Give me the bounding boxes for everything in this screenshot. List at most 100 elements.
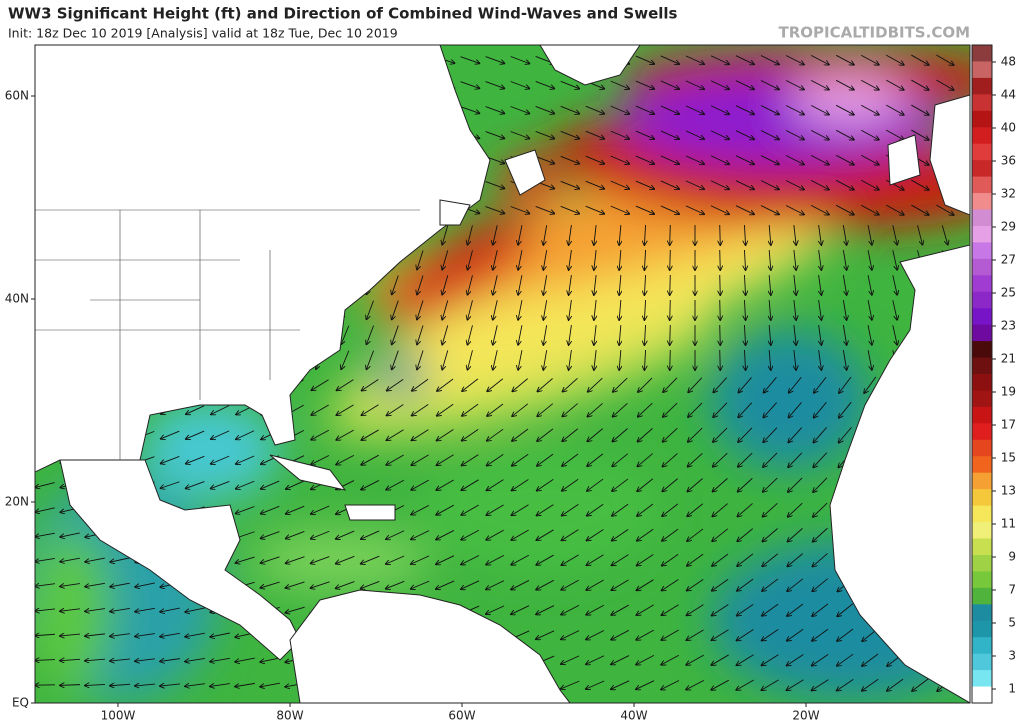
arrow xyxy=(644,324,645,345)
arrow xyxy=(468,250,473,269)
arrow xyxy=(468,325,473,344)
arrow xyxy=(561,655,580,664)
arrow xyxy=(810,80,829,89)
arrow xyxy=(686,629,704,640)
arrow xyxy=(813,477,828,492)
arrow xyxy=(361,530,380,539)
arrow xyxy=(688,427,703,442)
arrow xyxy=(785,80,804,89)
arrow xyxy=(543,225,548,245)
arrow xyxy=(662,579,679,591)
arrow xyxy=(794,250,796,270)
arrow xyxy=(892,250,897,270)
colorbar-label: 25 xyxy=(1001,286,1016,300)
arrow xyxy=(512,479,529,491)
arrow xyxy=(760,130,779,140)
arrow xyxy=(511,605,530,615)
arrow xyxy=(161,481,180,489)
arrow xyxy=(785,205,804,214)
arrow xyxy=(762,578,779,591)
arrow xyxy=(711,654,729,665)
arrow xyxy=(468,225,473,244)
arrow xyxy=(760,155,779,165)
arrow xyxy=(619,224,621,245)
arrow xyxy=(35,557,55,561)
arrow xyxy=(585,130,605,139)
arrow xyxy=(386,530,405,539)
arrow xyxy=(860,104,879,115)
arrow xyxy=(185,632,205,637)
arrow xyxy=(493,250,498,270)
arrow xyxy=(860,204,879,215)
arrow xyxy=(813,452,828,468)
arrow xyxy=(787,654,804,665)
arrow xyxy=(813,427,827,442)
arrow xyxy=(462,403,479,416)
arrow xyxy=(810,205,829,214)
arrow xyxy=(512,428,529,441)
brand: TROPICALTIDBITS.COM xyxy=(779,24,971,42)
arrow xyxy=(485,206,505,214)
arrow xyxy=(842,325,846,345)
arrow xyxy=(738,402,753,418)
arrow xyxy=(510,56,530,63)
arrow xyxy=(737,528,754,542)
arrow xyxy=(35,482,55,488)
arrow xyxy=(941,225,947,244)
arrow xyxy=(311,455,330,464)
borders xyxy=(35,209,420,460)
arrow xyxy=(763,477,778,492)
arrow xyxy=(60,532,80,537)
arrow xyxy=(810,130,829,139)
arrow xyxy=(487,479,504,491)
arrow xyxy=(486,504,504,515)
arrow xyxy=(311,404,329,415)
arrow xyxy=(336,454,355,464)
arrow xyxy=(713,377,728,393)
arrow xyxy=(511,580,530,589)
colorbar-segment xyxy=(972,604,992,622)
arrow xyxy=(660,105,679,114)
colorbar-segment xyxy=(972,406,992,424)
arrow xyxy=(837,653,854,666)
arrow xyxy=(311,581,330,588)
arrow xyxy=(85,659,106,661)
arrow xyxy=(562,529,579,541)
arrow xyxy=(638,428,653,441)
arrow xyxy=(361,429,379,440)
arrow xyxy=(462,378,479,391)
colorbar-segment xyxy=(972,357,992,375)
arrow xyxy=(842,300,846,320)
arrow xyxy=(366,350,374,370)
arrow xyxy=(892,225,897,245)
cuba xyxy=(269,454,347,491)
arrow xyxy=(485,181,505,189)
arrow xyxy=(611,655,630,665)
arrow xyxy=(569,325,572,345)
arrow xyxy=(687,528,704,541)
arrow xyxy=(135,582,155,587)
arrow xyxy=(810,55,829,64)
arrow xyxy=(561,680,580,689)
arrow xyxy=(336,581,355,589)
arrow xyxy=(561,604,580,614)
arrow xyxy=(411,530,430,540)
arrow xyxy=(794,225,796,245)
colorbar-label: 32 xyxy=(1001,187,1016,201)
arrow xyxy=(485,131,505,139)
nova-scotia xyxy=(439,199,471,226)
arrow xyxy=(911,204,928,215)
arrow xyxy=(569,275,572,295)
arrow xyxy=(738,452,753,467)
arrow xyxy=(685,80,704,89)
arrow xyxy=(461,504,479,515)
arrow xyxy=(311,530,330,538)
arrow xyxy=(713,452,728,467)
arrow xyxy=(586,554,604,565)
arrow xyxy=(713,402,728,417)
arrow xyxy=(788,528,803,541)
arrow xyxy=(587,403,603,416)
arrow xyxy=(810,105,829,114)
arrow xyxy=(710,55,729,64)
